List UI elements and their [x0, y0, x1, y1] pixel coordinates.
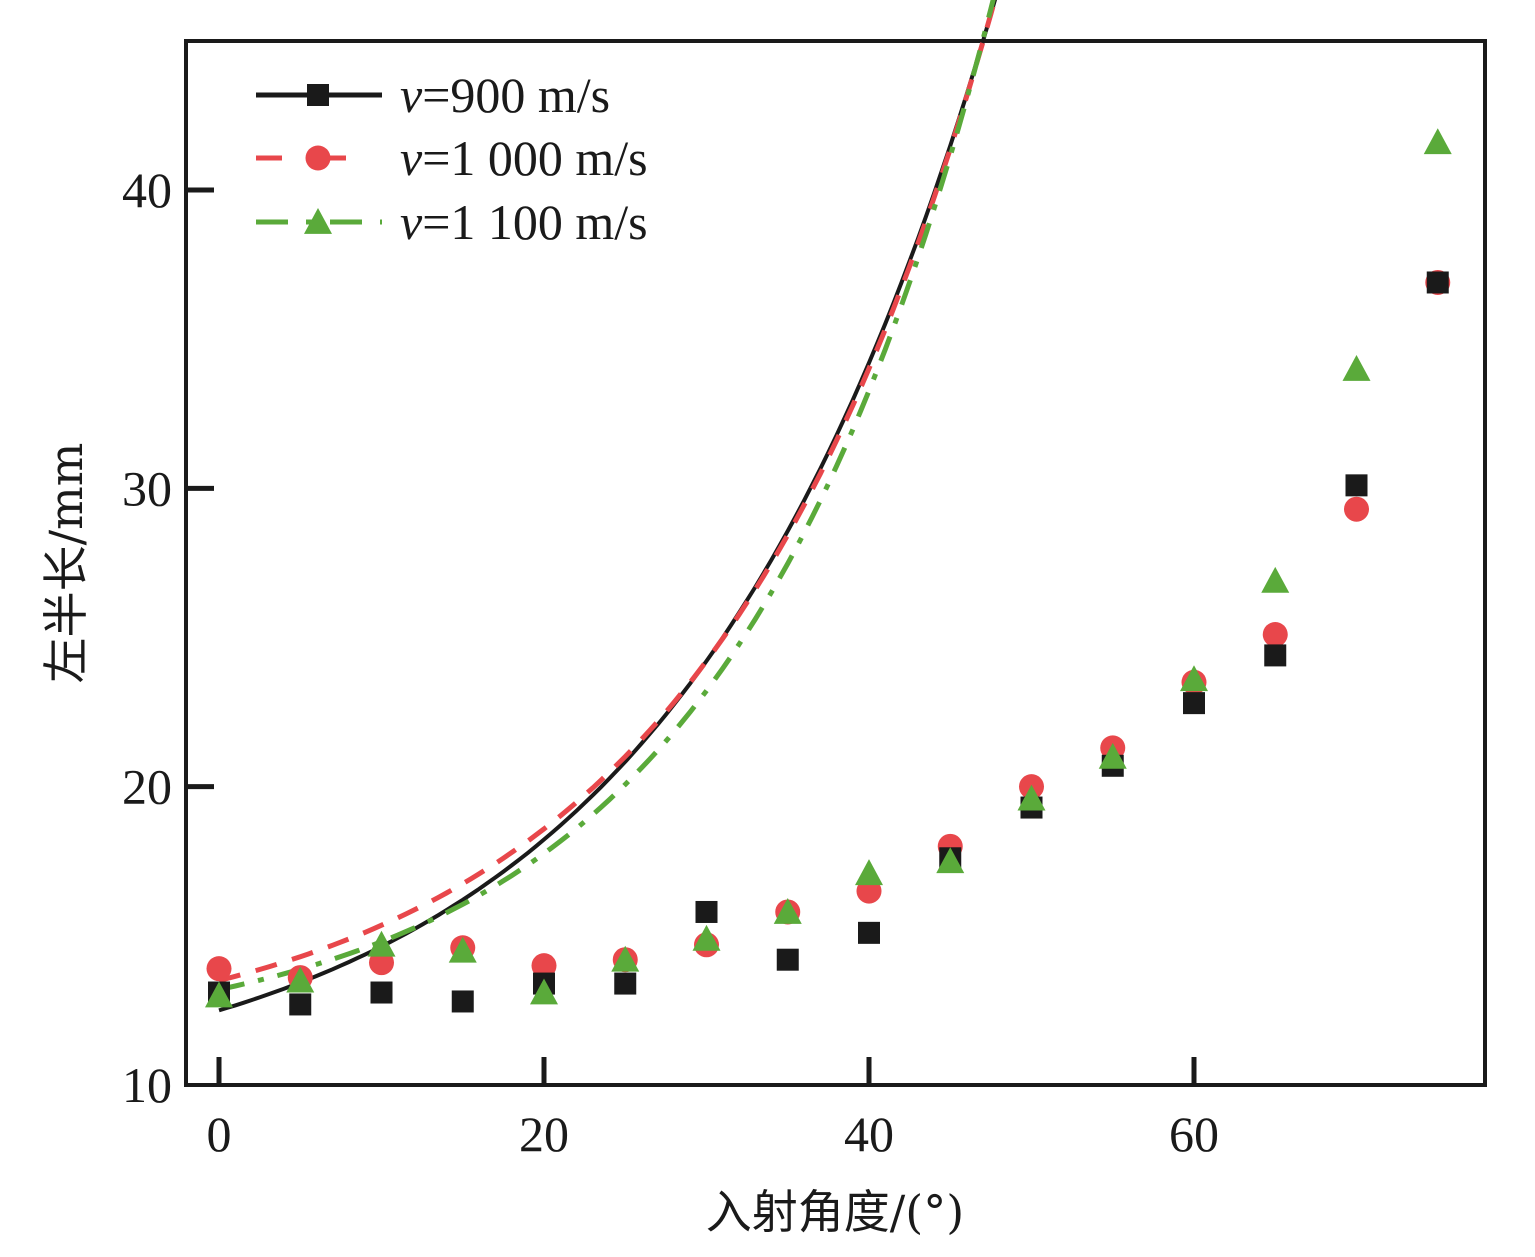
data-point-series-3	[205, 981, 233, 1008]
data-point-series-1	[451, 990, 474, 1013]
legend: v=900 m/s v=1 000 m/s v=1 100 m/s	[256, 67, 648, 250]
fit-lines	[218, 0, 998, 1013]
data-point-series-3	[773, 897, 802, 924]
legend-label-3: v=1 100 m/s	[400, 194, 648, 250]
x-axis: 0 20 40 60	[207, 1057, 1219, 1162]
legend-marker-3	[304, 208, 332, 234]
data-point-series-1	[776, 948, 799, 971]
x-tick-label: 40	[844, 1106, 894, 1162]
x-tick-label: 60	[1169, 1106, 1219, 1162]
data-point-series-3	[286, 966, 315, 993]
y-tick-label: 10	[122, 1057, 172, 1113]
data-point-series-2	[531, 953, 557, 979]
data-point-series-3	[855, 859, 883, 886]
data-point-series-3	[936, 847, 965, 874]
legend-marker-1	[307, 84, 329, 106]
y-tick-label: 30	[122, 460, 172, 516]
y-tick-label: 20	[122, 759, 172, 815]
data-point-series-3	[1423, 128, 1452, 155]
plot-frame	[184, 39, 1487, 1087]
x-axis-title: 入射角度/(°)	[706, 1185, 964, 1239]
x-tick-label: 20	[519, 1106, 569, 1162]
data-point-series-1	[370, 981, 393, 1004]
y-tick-label: 40	[122, 162, 172, 218]
data-point-series-3	[367, 930, 396, 957]
data-point-series-3	[530, 978, 558, 1005]
y-axis-title: 左半长/mm	[39, 443, 93, 684]
data-point-series-1	[858, 921, 880, 944]
data-point-series-3	[1017, 784, 1046, 811]
data-point-series-3	[448, 936, 477, 963]
data-point-series-2	[1262, 622, 1288, 648]
data-point-series-1	[1264, 644, 1287, 667]
data-point-series-3	[1098, 742, 1127, 769]
y-axis: 10 20 30 40	[122, 162, 214, 1113]
markers	[205, 128, 1452, 1016]
legend-marker-2	[305, 145, 331, 171]
data-point-series-1	[614, 972, 637, 995]
legend-label-1: v=900 m/s	[400, 67, 610, 123]
data-point-series-3	[692, 924, 721, 951]
data-point-series-1	[695, 900, 718, 923]
data-point-series-1	[1345, 474, 1368, 497]
data-point-series-1	[1183, 692, 1205, 715]
data-point-series-2	[206, 956, 232, 982]
legend-label-2: v=1 000 m/s	[400, 130, 648, 186]
data-point-series-1	[289, 993, 312, 1016]
data-point-series-3	[1342, 355, 1371, 381]
data-point-series-3	[1261, 566, 1290, 593]
data-point-series-3	[611, 945, 640, 972]
data-point-series-3	[1180, 665, 1208, 692]
plot-area	[184, 39, 1487, 1087]
data-point-series-2	[1344, 496, 1369, 522]
x-tick-label: 0	[207, 1106, 232, 1162]
data-point-series-1	[1426, 271, 1449, 294]
